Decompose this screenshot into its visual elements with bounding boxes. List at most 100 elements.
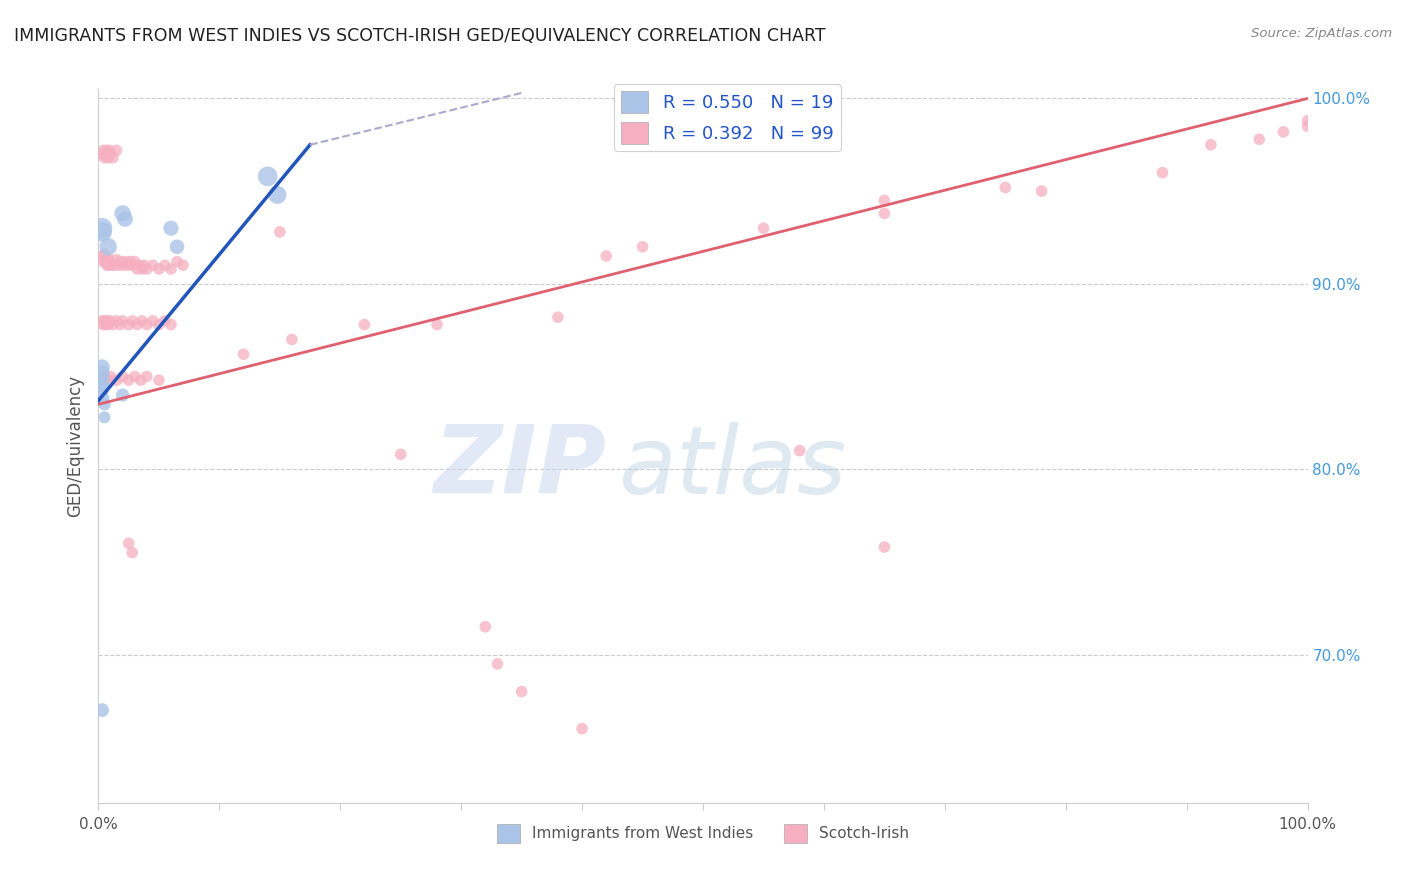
Point [426, 318, 449, 332]
Point [135, 318, 157, 332]
Point [91, 254, 114, 268]
Point [121, 545, 143, 559]
Point [100, 147, 122, 161]
Point [107, 258, 129, 272]
Point [97, 373, 120, 387]
Point [232, 347, 254, 361]
Point [166, 254, 188, 268]
Point [135, 262, 157, 277]
Point [101, 151, 124, 165]
Point [1031, 184, 1053, 198]
Point [101, 318, 124, 332]
Point [547, 310, 569, 325]
Point [91, 249, 114, 263]
Point [153, 258, 176, 272]
Point [131, 262, 153, 277]
Point [97, 318, 120, 332]
Point [114, 254, 136, 268]
Point [101, 258, 124, 272]
Point [121, 314, 143, 328]
Point [118, 536, 141, 550]
Point [91, 360, 114, 375]
Point [166, 240, 188, 254]
Point [111, 388, 134, 402]
Point [269, 225, 291, 239]
Point [256, 169, 278, 184]
Point [93, 410, 115, 425]
Point [91, 703, 114, 717]
Point [266, 187, 288, 202]
Point [160, 221, 183, 235]
Point [93, 314, 115, 328]
Point [94, 147, 117, 161]
Point [142, 314, 165, 328]
Point [96, 258, 118, 272]
Point [789, 443, 811, 458]
Point [91, 144, 114, 158]
Point [148, 318, 170, 332]
Point [148, 262, 170, 277]
Point [97, 251, 120, 265]
Point [91, 384, 114, 399]
Point [105, 314, 128, 328]
Point [117, 258, 139, 272]
Point [91, 369, 114, 384]
Point [98, 144, 121, 158]
Point [105, 252, 128, 267]
Point [96, 144, 118, 158]
Point [1199, 137, 1222, 152]
Point [91, 221, 114, 235]
Point [94, 254, 117, 268]
Point [148, 373, 170, 387]
Point [127, 262, 149, 277]
Point [114, 211, 136, 226]
Point [752, 221, 775, 235]
Point [91, 378, 114, 392]
Point [91, 373, 114, 387]
Point [631, 240, 654, 254]
Point [1249, 132, 1271, 146]
Point [111, 314, 134, 328]
Point [100, 314, 122, 328]
Point [127, 318, 149, 332]
Point [118, 254, 141, 268]
Point [118, 318, 141, 332]
Text: IMMIGRANTS FROM WEST INDIES VS SCOTCH-IRISH GED/EQUIVALENCY CORRELATION CHART: IMMIGRANTS FROM WEST INDIES VS SCOTCH-IR… [14, 27, 825, 45]
Point [98, 258, 121, 272]
Point [1296, 120, 1319, 134]
Point [105, 373, 128, 387]
Point [131, 314, 153, 328]
Point [118, 373, 141, 387]
Point [108, 318, 131, 332]
Point [873, 194, 896, 208]
Point [94, 318, 117, 332]
Point [97, 240, 120, 254]
Point [128, 258, 150, 272]
Point [105, 144, 128, 158]
Point [1296, 113, 1319, 128]
Point [486, 657, 509, 671]
Point [100, 254, 122, 268]
Point [129, 373, 152, 387]
Text: atlas: atlas [619, 422, 846, 513]
Point [91, 366, 114, 380]
Point [91, 318, 114, 332]
Point [172, 258, 194, 272]
Point [124, 254, 146, 268]
Point [121, 258, 143, 272]
Point [91, 314, 114, 328]
Point [91, 373, 114, 387]
Point [111, 258, 134, 272]
Point [93, 247, 115, 261]
Text: Source: ZipAtlas.com: Source: ZipAtlas.com [1251, 27, 1392, 40]
Point [91, 225, 114, 239]
Point [389, 447, 412, 461]
Point [353, 318, 375, 332]
Point [135, 369, 157, 384]
Point [153, 314, 176, 328]
Point [93, 369, 115, 384]
Point [93, 397, 115, 411]
Point [873, 540, 896, 554]
Point [510, 684, 533, 698]
Point [124, 369, 146, 384]
